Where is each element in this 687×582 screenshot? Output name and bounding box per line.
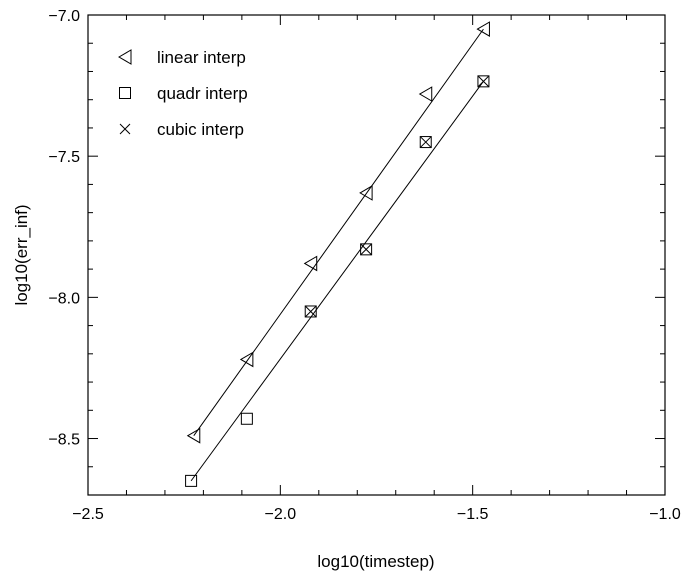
triangle-marker [303, 255, 318, 272]
legend-item: linear interp [118, 48, 246, 67]
y-axis-label: log10(err_inf) [12, 204, 31, 305]
plot-frame [87, 14, 666, 496]
triangle-marker [359, 185, 373, 201]
x-marker [360, 243, 372, 255]
legend-label: cubic interp [157, 120, 244, 139]
y-tick-label: −7.0 [48, 8, 80, 25]
x-tick-label: −2.0 [265, 506, 297, 523]
legend-label: linear interp [157, 48, 246, 67]
axis-ticks [87, 14, 666, 496]
x-marker [478, 75, 489, 87]
square-marker [119, 87, 131, 99]
triangle-marker [476, 21, 490, 37]
x-tick-label: −2.5 [72, 506, 104, 523]
square-marker [185, 474, 198, 487]
triangle-marker [118, 49, 132, 65]
square-marker [304, 305, 317, 318]
square-marker [477, 75, 490, 88]
x-marker [305, 306, 317, 317]
axis-tick-labels: −2.5 −2.0 −1.5 −1.0 −8.5 −8.0 −7.5 −7.0 [48, 8, 680, 523]
legend-item: quadr interp [119, 84, 248, 103]
legend-label: quadr interp [157, 84, 248, 103]
square-marker [419, 136, 432, 149]
x-tick-label: −1.5 [457, 506, 489, 523]
legend-item: cubic interp [119, 120, 244, 139]
y-tick-label: −8.5 [48, 432, 80, 449]
square-marker [360, 243, 373, 256]
triangle-marker [186, 427, 201, 444]
fit-lines [190, 28, 484, 482]
x-marker [119, 123, 131, 135]
data-markers [185, 21, 490, 487]
fit-line [193, 28, 484, 436]
triangle-marker [418, 86, 433, 102]
legend: linear interp quadr interp cubic interp [118, 48, 248, 139]
triangle-marker [239, 351, 254, 368]
x-axis-label: log10(timestep) [317, 552, 434, 571]
y-tick-label: −7.5 [48, 149, 80, 166]
x-marker [420, 136, 432, 148]
fit-line [190, 81, 484, 482]
y-tick-label: −8.0 [48, 290, 80, 307]
square-marker [240, 412, 253, 425]
x-tick-label: −1.0 [649, 506, 681, 523]
